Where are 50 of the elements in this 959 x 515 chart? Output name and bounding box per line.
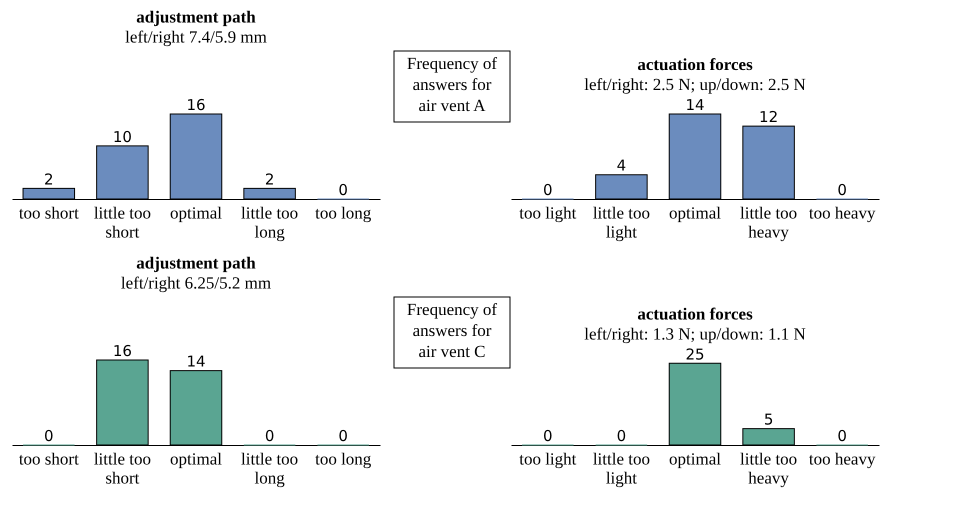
x-tick-label: too heavy bbox=[808, 204, 876, 222]
chart-title: adjustment path bbox=[136, 254, 256, 272]
data-label: 12 bbox=[759, 108, 778, 126]
data-label: 0 bbox=[837, 427, 847, 445]
chart-subtitle: left/right 6.25/5.2 mm bbox=[120, 274, 272, 292]
x-tick-label: too heavy bbox=[808, 450, 876, 468]
chart-subtitle: left/right: 2.5 N; up/down: 2.5 N bbox=[584, 75, 806, 94]
x-tick-label: optimal bbox=[170, 450, 222, 468]
x-tick-label: little too short bbox=[94, 450, 151, 488]
x-tick-label: too light bbox=[519, 450, 577, 468]
data-label: 0 bbox=[338, 181, 348, 199]
data-label: 14 bbox=[186, 352, 206, 371]
data-label: 0 bbox=[338, 427, 348, 445]
chart-title: actuation forces bbox=[637, 304, 754, 324]
chart-subtitle: left/right 7.4/5.9 mm bbox=[125, 28, 267, 46]
data-label: 25 bbox=[685, 345, 705, 364]
data-label: 5 bbox=[764, 410, 774, 429]
x-tick-label: too short bbox=[18, 450, 80, 468]
x-tick-label: optimal bbox=[170, 204, 222, 222]
chart-title: adjustment path bbox=[136, 8, 256, 26]
x-tick-label: little too heavy bbox=[740, 450, 798, 488]
data-label: 10 bbox=[112, 128, 132, 146]
data-label: 16 bbox=[186, 96, 206, 114]
data-label: 14 bbox=[685, 96, 705, 114]
x-tick-label: little too light bbox=[592, 204, 650, 242]
x-tick-label: little too long bbox=[241, 204, 298, 242]
data-label: 4 bbox=[616, 156, 626, 175]
x-tick-label: too short bbox=[18, 204, 80, 222]
data-label: 0 bbox=[44, 427, 54, 445]
x-tick-label: too long bbox=[315, 450, 372, 468]
data-label: 0 bbox=[543, 427, 553, 445]
chart-title: actuation forces bbox=[637, 55, 754, 74]
data-label: 0 bbox=[616, 427, 626, 445]
x-tick-label: optimal bbox=[669, 204, 722, 222]
chart-subtitle: left/right: 1.3 N; up/down: 1.1 N bbox=[584, 324, 806, 344]
x-tick-label: little too long bbox=[241, 450, 298, 488]
text: Frequency of answers for air vent C bbox=[406, 300, 498, 361]
data-label: 2 bbox=[44, 170, 54, 188]
data-label: 2 bbox=[264, 170, 274, 188]
text: Frequency of answers for air vent A bbox=[406, 54, 498, 115]
x-tick-label: little too light bbox=[592, 450, 650, 488]
data-label: 0 bbox=[264, 427, 274, 445]
data-label: 16 bbox=[112, 342, 132, 360]
x-tick-label: too light bbox=[519, 204, 577, 222]
x-tick-label: little too heavy bbox=[740, 204, 798, 242]
data-label: 0 bbox=[837, 181, 847, 199]
data-label: 0 bbox=[543, 181, 553, 199]
x-tick-label: too long bbox=[315, 204, 372, 222]
x-tick-label: little too short bbox=[94, 204, 151, 242]
x-tick-label: optimal bbox=[669, 450, 722, 468]
